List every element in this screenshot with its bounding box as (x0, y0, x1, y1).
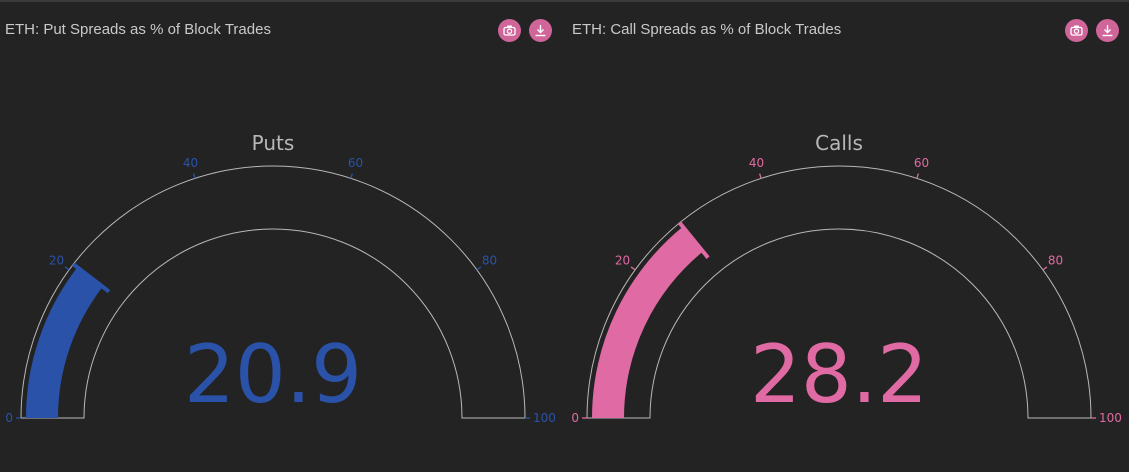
panel-title: ETH: Put Spreads as % of Block Trades (5, 21, 271, 38)
gauge-title: Puts (252, 131, 295, 155)
gauge-tick-label: 20 (615, 253, 630, 267)
download-button[interactable] (1096, 19, 1119, 42)
gauge-tick (64, 266, 70, 271)
gauge-tick (1042, 266, 1048, 271)
gauge-tick (350, 173, 354, 179)
gauge-value-marker (72, 262, 111, 294)
gauge-value: 28.2 (750, 328, 928, 421)
gauge-title: Calls (815, 131, 863, 155)
gauge-outline (586, 165, 1092, 419)
gauge-value-marker (678, 221, 710, 259)
gauge-tick-label: 20 (49, 253, 64, 267)
gauge-value: 20.9 (184, 328, 362, 421)
gauge-tick-label: 60 (914, 156, 929, 170)
gauge-tick (476, 266, 482, 271)
gauge-tick (630, 266, 636, 271)
gauge-tick-label: 0 (571, 411, 579, 425)
gauge-tick (916, 173, 920, 179)
gauge-tick-label: 100 (1099, 411, 1122, 425)
gauge-tick-label: 100 (533, 411, 556, 425)
gauge-value-bar (26, 267, 103, 418)
gauge-tick (758, 173, 762, 179)
gauge-tick-label: 40 (749, 156, 764, 170)
gauge-value-bar (592, 226, 703, 418)
gauge-tick-label: 60 (348, 156, 363, 170)
call-spreads-panel: ETH: Call Spreads as % of Block Trades 0… (566, 2, 1129, 472)
download-button[interactable] (529, 19, 552, 42)
top-divider (0, 0, 1129, 2)
gauge-tick-label: 0 (5, 411, 13, 425)
download-icon (535, 25, 546, 37)
camera-button[interactable] (498, 19, 521, 42)
panel-title: ETH: Call Spreads as % of Block Trades (572, 21, 842, 38)
calls-gauge: 0 20 40 60 80 100 Calls 28.2 (571, 131, 1122, 425)
puts-gauge: 0 20 40 60 80 100 Puts 20.9 (5, 131, 556, 425)
gauge-tick (192, 173, 196, 179)
gauge-outline (20, 165, 526, 419)
camera-icon (1070, 25, 1083, 36)
gauge-tick-label: 40 (183, 156, 198, 170)
gauge-tick-label: 80 (1048, 253, 1063, 267)
camera-icon (503, 25, 516, 36)
camera-button[interactable] (1065, 19, 1088, 42)
put-spreads-panel: ETH: Put Spreads as % of Block Trades 0 2… (0, 2, 564, 472)
gauge-tick-label: 80 (482, 253, 497, 267)
download-icon (1102, 25, 1113, 37)
